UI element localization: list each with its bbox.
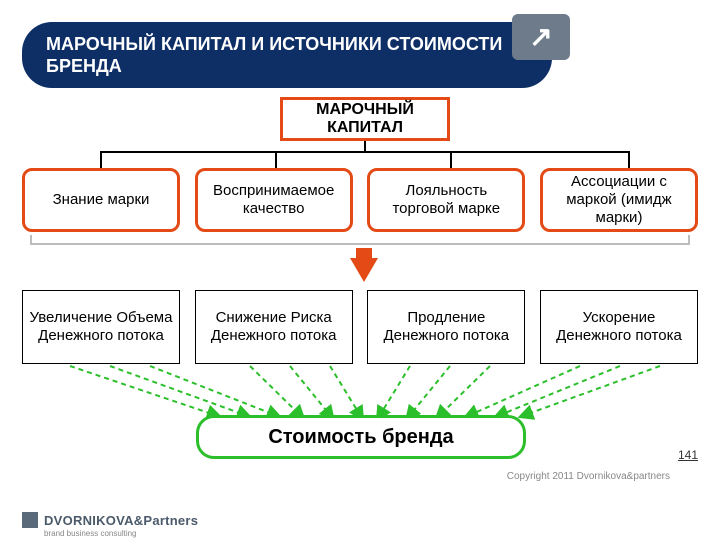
node-label: Лояльность торговой марке (374, 182, 518, 218)
group-frame (30, 235, 690, 245)
connector (100, 151, 630, 153)
node-label: Увеличение Объема Денежного потока (27, 309, 175, 345)
node-label: Продление Денежного потока (372, 309, 520, 345)
connector (628, 151, 630, 168)
copyright-text: Copyright 2011 Dvornikova&partners (507, 471, 670, 482)
node-increase-volume: Увеличение Объема Денежного потока (22, 290, 180, 364)
row-cashflow-effects: Увеличение Объема Денежного потока Сниже… (22, 290, 698, 364)
node-label: Воспринимаемое качество (202, 182, 346, 218)
page-number: 141 (678, 448, 698, 462)
logo-tagline: brand business consulting (44, 529, 137, 538)
node-perceived-quality: Воспринимаемое качество (195, 168, 353, 232)
logo-square-icon (22, 512, 38, 528)
connector (275, 151, 277, 168)
node-label: Знание марки (53, 191, 150, 209)
root-node: МАРОЧНЫЙ КАПИТАЛ (280, 97, 450, 141)
slide-title: МАРОЧНЫЙ КАПИТАЛ И ИСТОЧНИКИ СТОИМОСТИ Б… (46, 33, 528, 78)
arrow-up-right-icon: ↗ (512, 14, 570, 60)
row-brand-equity-components: Знание марки Воспринимаемое качество Лоя… (22, 168, 698, 232)
connector (364, 141, 366, 151)
node-label: Ассоциации с маркой (имидж марки) (547, 173, 691, 227)
node-extend: Продление Денежного потока (367, 290, 525, 364)
node-label: Снижение Риска Денежного потока (200, 309, 348, 345)
node-reduce-risk: Снижение Риска Денежного потока (195, 290, 353, 364)
result-label: Стоимость бренда (268, 426, 453, 449)
footer-logo: DVORNIKOVA&Partners (22, 512, 198, 528)
node-label: Ускорение Денежного потока (545, 309, 693, 345)
node-loyalty: Лояльность торговой марке (367, 168, 525, 232)
node-awareness: Знание марки (22, 168, 180, 232)
node-associations: Ассоциации с маркой (имидж марки) (540, 168, 698, 232)
flow-arrow-head-icon (350, 258, 378, 282)
logo-wordmark: DVORNIKOVA&Partners (44, 513, 198, 528)
slide-title-bar: МАРОЧНЫЙ КАПИТАЛ И ИСТОЧНИКИ СТОИМОСТИ Б… (22, 22, 552, 88)
node-accelerate: Ускорение Денежного потока (540, 290, 698, 364)
flow-arrow-icon (356, 248, 372, 258)
connector (450, 151, 452, 168)
arrow-glyph: ↗ (529, 23, 552, 51)
connector (100, 151, 102, 168)
root-label: МАРОЧНЫЙ КАПИТАЛ (283, 101, 447, 138)
result-node: Стоимость бренда (196, 415, 526, 459)
